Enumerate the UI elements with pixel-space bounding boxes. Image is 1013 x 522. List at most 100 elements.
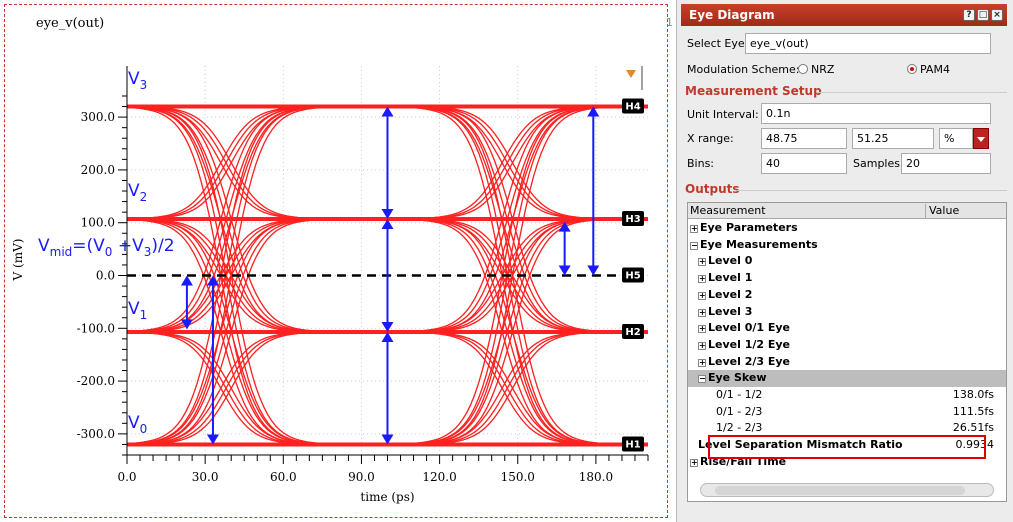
- tree-row[interactable]: + Level 0/1 Eye: [688, 320, 1006, 337]
- tree-row-text: 0/1 - 2/3: [716, 404, 763, 418]
- measurement-tree[interactable]: Measurement Value + Eye Parameters − Eye Me…: [687, 202, 1007, 502]
- eye-traces: [126, 104, 648, 447]
- tree-row[interactable]: 0/1 - 1/2 138.0fs: [688, 387, 1006, 404]
- marker-tag[interactable]: H5: [622, 267, 644, 283]
- chevron-down-icon[interactable]: [973, 128, 989, 149]
- arrow-head: [206, 434, 219, 445]
- marker-tag[interactable]: H3: [622, 211, 644, 227]
- plot-selection-border: [4, 4, 668, 518]
- arrow-head: [381, 434, 394, 445]
- tree-row-value: 26.51fs: [952, 421, 994, 435]
- samples-label: Samples:: [853, 157, 904, 170]
- marker-tag[interactable]: H1: [622, 436, 644, 452]
- marker-tag-bg: [622, 323, 644, 339]
- x-range-unit-select[interactable]: %: [939, 128, 973, 149]
- pam4-label: PAM4: [920, 63, 950, 76]
- tree-row[interactable]: − Eye Measurements: [688, 237, 1006, 254]
- nrz-radio[interactable]: NRZ: [798, 63, 834, 76]
- tree-row-label: + Level 2: [698, 287, 752, 303]
- tree-row-label: + Level 1: [698, 270, 752, 286]
- measurement-column-header[interactable]: Measurement: [690, 204, 766, 217]
- tree-row-label: + Level 0: [698, 253, 752, 269]
- close-icon[interactable]: ×: [991, 9, 1003, 21]
- y-tick-label: -200.0: [77, 374, 115, 388]
- tree-row-text: 0/1 - 1/2: [716, 388, 763, 401]
- tree-row[interactable]: 1/2 - 2/3 26.51fs: [688, 420, 1006, 437]
- marker-tag[interactable]: H4: [622, 98, 644, 114]
- tree-row-label: 1/2 - 2/3: [716, 420, 762, 436]
- tree-row-text: Level 1: [708, 271, 753, 285]
- tree-row-label: + Level 1/2 Eye: [698, 337, 790, 353]
- tree-row-text: Level 2: [708, 287, 753, 301]
- pam4-radio[interactable]: PAM4: [907, 63, 950, 76]
- arrow-head: [206, 275, 219, 286]
- y-axis-label: V (mV): [11, 239, 25, 282]
- x-range-min-field[interactable]: 48.75: [761, 128, 847, 149]
- x-range-label: X range:: [687, 132, 734, 145]
- y-tick-label: 0.0: [96, 269, 115, 283]
- collapse-icon[interactable]: −: [690, 240, 698, 250]
- tree-row[interactable]: 0/1 - 2/3 111.5fs: [688, 404, 1006, 421]
- restore-icon[interactable]: □: [977, 9, 989, 21]
- nrz-radio-icon[interactable]: [798, 64, 808, 74]
- tree-row-label: + Level 0/1 Eye: [698, 320, 790, 336]
- marker-tags[interactable]: H4 H3 H5 H2 H1: [622, 66, 644, 452]
- tree-row-label: − Eye Measurements: [690, 237, 818, 253]
- modulation-label: Modulation Scheme:: [687, 63, 800, 76]
- arrow-head: [558, 221, 571, 232]
- marker-tag-label: H4: [625, 102, 640, 113]
- arrow-head: [381, 321, 394, 332]
- marker-triangle-icon: [626, 70, 636, 78]
- samples-field[interactable]: 20: [901, 153, 991, 174]
- tree-row-label: Level Separation Mismatch Ratio: [698, 437, 903, 453]
- tree-row-text: Eye Parameters: [700, 221, 798, 234]
- expand-icon[interactable]: +: [698, 307, 706, 317]
- arrow-head: [381, 331, 394, 342]
- expand-icon[interactable]: +: [698, 357, 706, 367]
- eye-diagram-plot[interactable]: eye_v(out) 1 0.0 30.0 60.0 90.0 120.0 150.0 18…: [0, 0, 676, 522]
- plot-title: eye_v(out): [36, 16, 105, 31]
- tree-row-label: + Level 3: [698, 304, 752, 320]
- x-tick-label: 180.0: [579, 470, 613, 484]
- tree-row[interactable]: + Level 2/3 Eye: [688, 354, 1006, 371]
- tree-row[interactable]: + Level 3: [688, 304, 1006, 321]
- value-column-header[interactable]: Value: [925, 204, 959, 219]
- expand-icon[interactable]: +: [698, 274, 706, 284]
- tree-row[interactable]: + Level 1: [688, 270, 1006, 287]
- arrow-head: [381, 106, 394, 117]
- level-label: V0: [128, 413, 147, 436]
- divider: [817, 92, 1007, 93]
- tree-row-label: − Eye Skew: [698, 370, 767, 386]
- tree-row[interactable]: + Level 1/2 Eye: [688, 337, 1006, 354]
- panel-title-bar[interactable]: Eye Diagram ? □ ×: [681, 4, 1007, 26]
- nrz-label: NRZ: [811, 63, 835, 76]
- marker-tag-bg: [622, 98, 644, 114]
- expand-icon[interactable]: +: [698, 290, 706, 300]
- unit-interval-field[interactable]: 0.1n: [761, 103, 991, 124]
- tree-row[interactable]: + Level 0: [688, 253, 1006, 270]
- x-range-max-field[interactable]: 51.25: [852, 128, 934, 149]
- y-tick-label: 100.0: [81, 216, 115, 230]
- help-icon[interactable]: ?: [963, 9, 975, 21]
- marker-tag-bg: [622, 267, 644, 283]
- expand-icon[interactable]: +: [698, 340, 706, 350]
- expand-icon[interactable]: +: [698, 257, 706, 267]
- bins-field[interactable]: 40: [761, 153, 847, 174]
- eye-chart-svg: 0.0 30.0 60.0 90.0 120.0 150.0 180.0 300.0 200.0…: [11, 66, 649, 504]
- x-tick-label: 150.0: [501, 470, 535, 484]
- select-eye-field[interactable]: eye_v(out): [745, 33, 991, 54]
- tree-header: Measurement Value: [688, 203, 1006, 219]
- tree-row[interactable]: + Eye Parameters: [688, 220, 1006, 237]
- collapse-icon[interactable]: −: [698, 374, 706, 384]
- scrollbar-thumb[interactable]: [715, 486, 965, 495]
- tree-row-text: Level Separation Mismatch Ratio: [698, 438, 903, 452]
- tree-row-text: Eye Measurements: [700, 237, 818, 251]
- marker-tag[interactable]: H2: [622, 323, 644, 339]
- expand-icon[interactable]: +: [690, 457, 698, 467]
- tree-row[interactable]: + Level 2: [688, 287, 1006, 304]
- expand-icon[interactable]: +: [698, 324, 706, 334]
- tree-row[interactable]: − Eye Skew: [688, 370, 1006, 388]
- horizontal-scrollbar[interactable]: [700, 483, 994, 497]
- pam4-radio-icon[interactable]: [907, 64, 917, 74]
- expand-icon[interactable]: +: [690, 224, 698, 233]
